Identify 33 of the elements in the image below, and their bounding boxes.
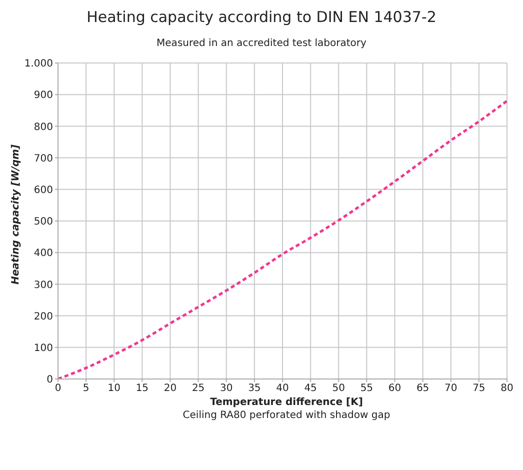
y-tick-label: 100 (34, 342, 53, 354)
x-tick-label: 65 (416, 383, 430, 394)
x-tick-label: 20 (164, 383, 177, 394)
y-tick-label: 600 (34, 184, 53, 196)
y-tick-label: 200 (34, 311, 53, 322)
y-tick-label: 300 (34, 280, 53, 291)
x-tick-label: 50 (332, 383, 345, 394)
x-axis-title: Temperature difference [K] (209, 397, 364, 408)
text: Ceiling RA80 perforated with shadow gap (182, 410, 392, 421)
x-tick-label: 30 (220, 383, 233, 394)
x-tick-label: 60 (388, 383, 402, 394)
y-axis-title: Heating capacity [W/qm] (10, 144, 22, 284)
x-tick-label: 45 (304, 383, 317, 394)
x-tick-label: 15 (136, 383, 149, 394)
x-tick-label: 35 (248, 383, 261, 394)
x-tick-label: 40 (276, 383, 289, 394)
y-tick-label: 1.000 (24, 58, 53, 70)
x-tick-label: 70 (444, 383, 458, 394)
x-tick-label: 25 (192, 383, 205, 394)
x-tick-label: 10 (108, 383, 120, 394)
x-tick-label: 55 (360, 383, 374, 394)
x-tick-label: 0 (54, 383, 62, 394)
y-tick-label: 800 (34, 122, 53, 133)
y-tick-label: 0 (46, 374, 53, 386)
y-tick-label: 400 (34, 248, 53, 260)
x-tick-label: 80 (500, 383, 514, 394)
chart-subtitle: Measured in an accredited test laboratory (156, 38, 368, 49)
y-tick-label: 900 (34, 90, 53, 102)
y-tick-label: 500 (34, 216, 53, 228)
chart-title: Heating capacity according to DIN EN 14037-2 (86, 8, 438, 26)
x-tick-label: 75 (472, 383, 486, 394)
y-tick-label: 700 (34, 153, 53, 164)
x-tick-label: 5 (82, 383, 90, 394)
